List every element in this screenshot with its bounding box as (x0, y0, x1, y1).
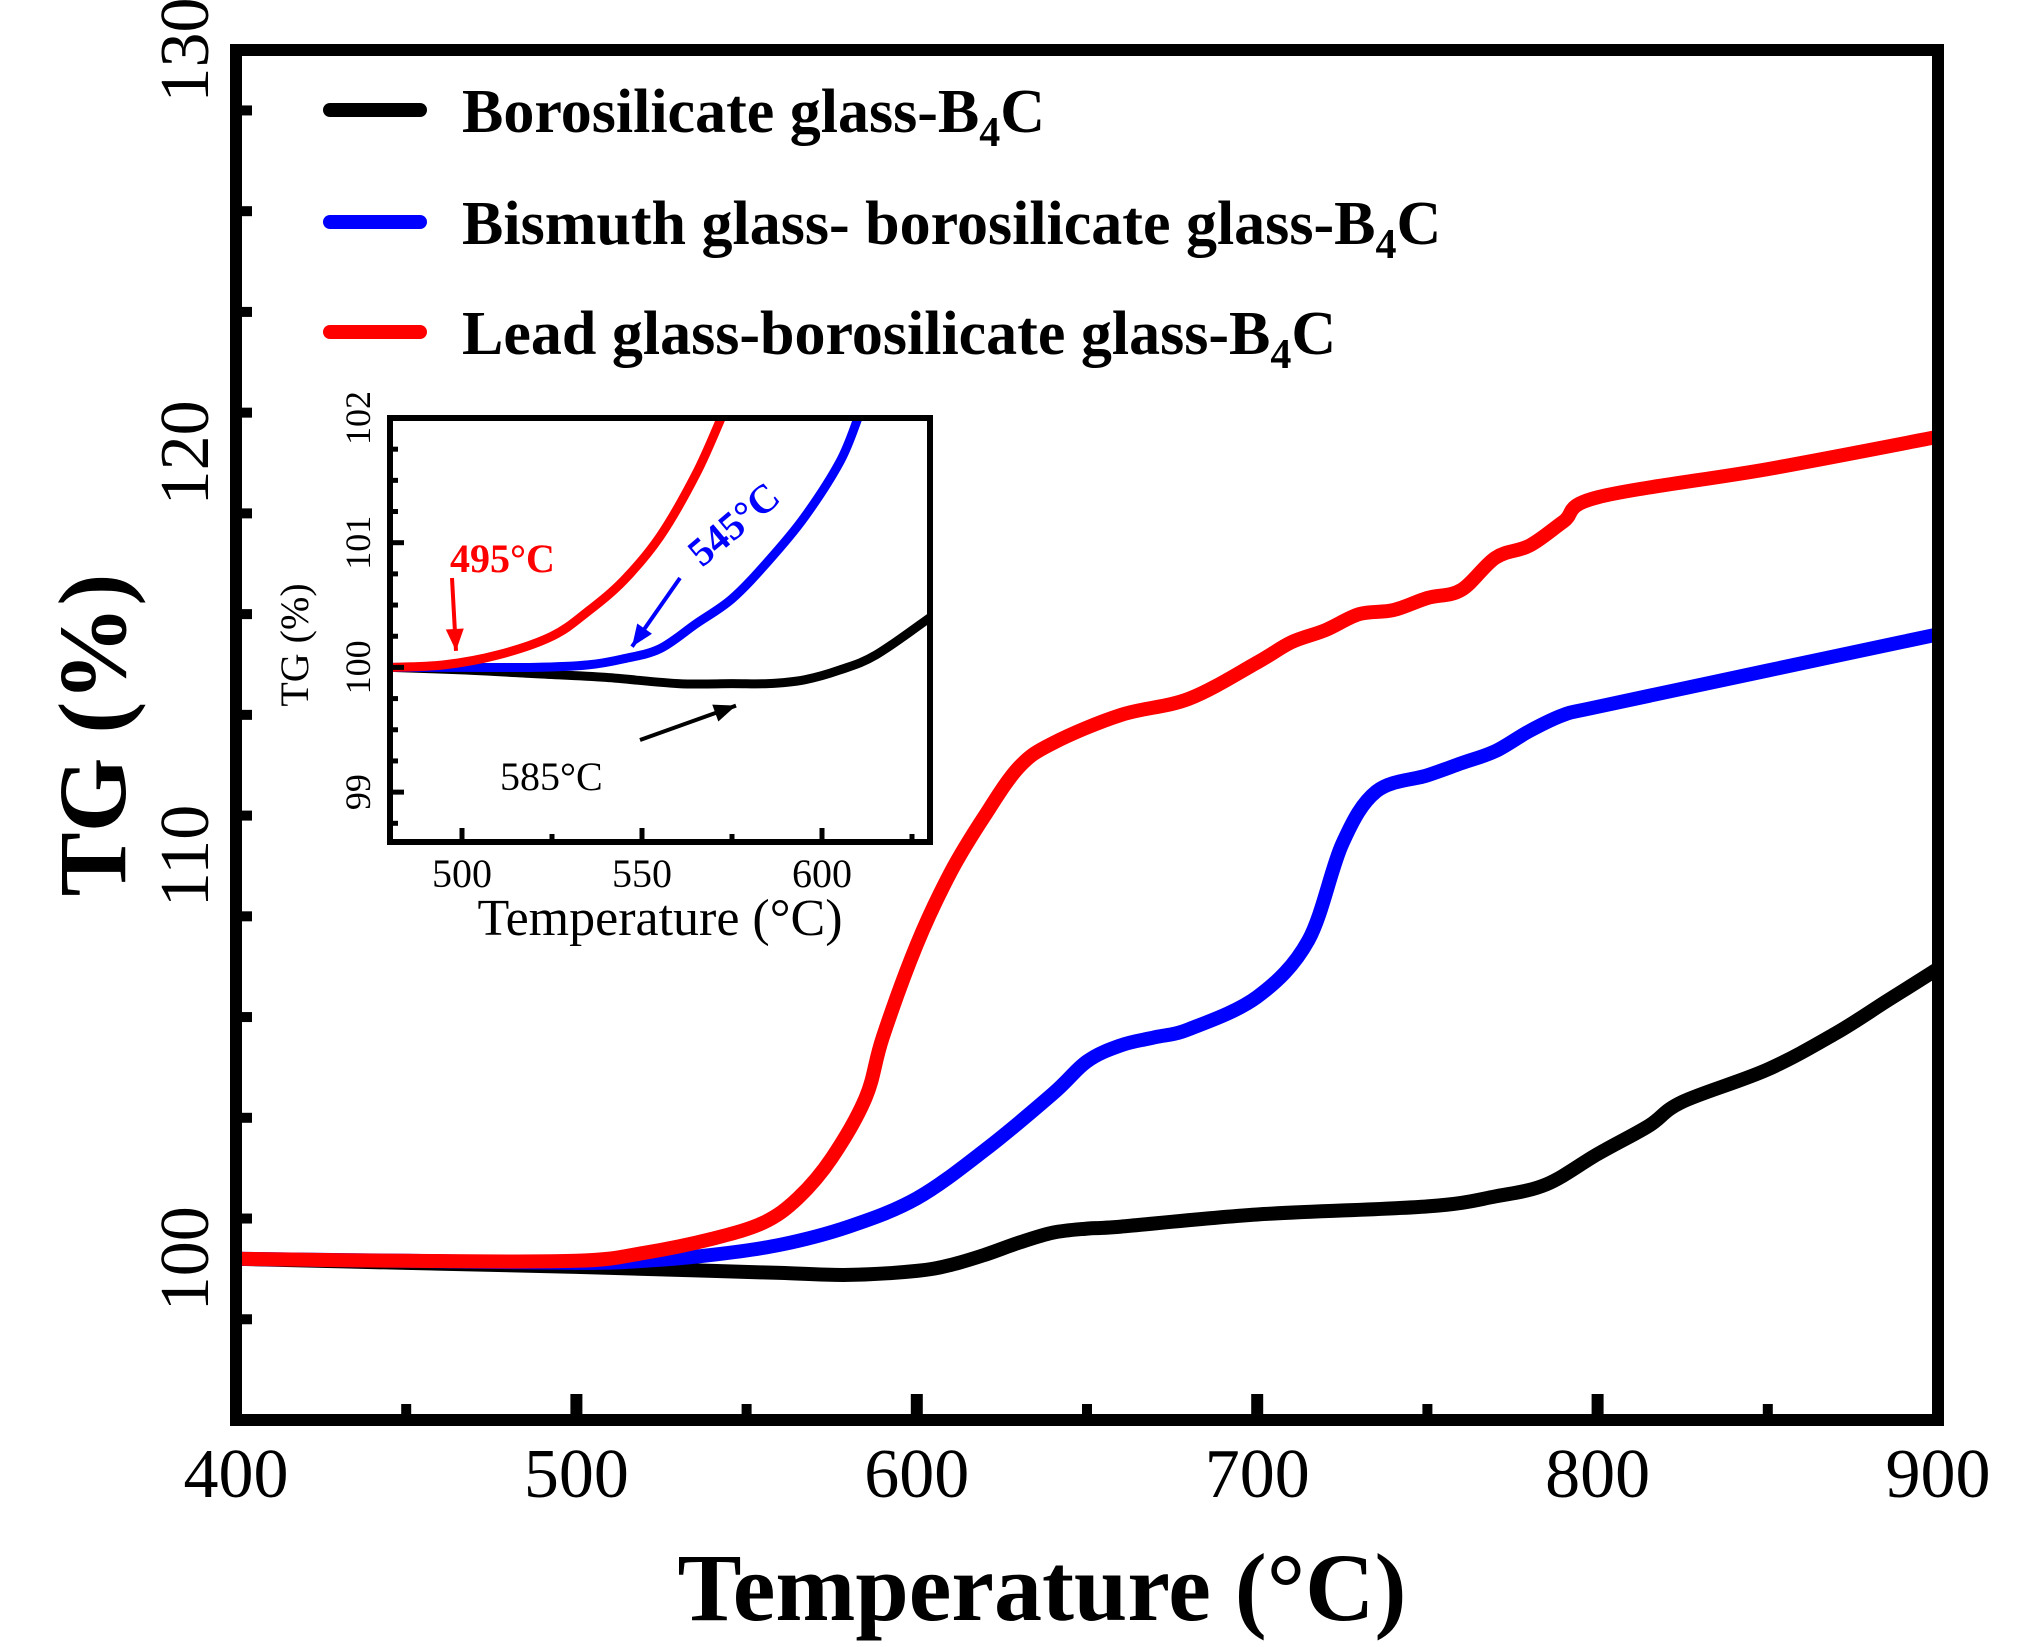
inset-frame (387, 415, 933, 845)
inset-x-axis-title: Temperature (°C) (477, 890, 842, 947)
x-tick-label: 400 (184, 1436, 289, 1513)
x-ticks: 400 500 600 700 800 900 (184, 1394, 1991, 1513)
legend-label-bismuth: Bismuth glass- borosilicate glass-B4C (462, 190, 1441, 268)
annotation-585: 585°C (500, 754, 603, 799)
inset-series-line-0 (390, 613, 930, 689)
arrow-585 (639, 703, 737, 742)
series-line-0 (236, 961, 1938, 1282)
inset-x-tick-label: 550 (612, 851, 672, 896)
y-tick-label: 110 (147, 805, 224, 907)
series-line-1 (236, 627, 1938, 1270)
inset-y-tick-label: 100 (338, 640, 378, 694)
inset-y-tick-label: 101 (338, 516, 378, 570)
inset-y-tick-label: 99 (338, 774, 378, 810)
arrow-545 (630, 576, 682, 648)
legend: Borosilicate glass-B4C Bismuth glass- bo… (323, 78, 1441, 378)
inset-y-tick-label: 102 (338, 391, 378, 445)
main-series-group (236, 429, 1938, 1282)
inset-x-tick-label: 500 (432, 851, 492, 896)
y-axis-title: TG (%) (39, 574, 146, 897)
legend-label-borosilicate: Borosilicate glass-B4C (462, 78, 1045, 156)
y-tick-label: 100 (147, 1206, 224, 1311)
legend-label-lead: Lead glass-borosilicate glass-B4C (462, 300, 1336, 378)
x-axis-title: Temperature (°C) (678, 1534, 1407, 1641)
y-ticks: 100 110 120 130 (147, 0, 252, 1325)
inset-series-group (390, 418, 930, 689)
x-tick-label: 700 (1205, 1436, 1310, 1513)
y-tick-label: 130 (147, 0, 224, 103)
x-tick-label: 800 (1545, 1436, 1650, 1513)
inset-series-line-1 (390, 418, 863, 673)
inset-x-ticks: 500 550 600 (432, 828, 915, 896)
inset-series-line-2 (390, 418, 726, 672)
inset-chart: 500 550 600 99 100 101 102 Temperature (°C) T… (272, 391, 933, 947)
series-line-2 (236, 429, 1938, 1269)
inset-y-ticks: 99 100 101 102 (338, 391, 404, 826)
annotation-495: 495°C (450, 536, 555, 581)
x-tick-label: 500 (524, 1436, 629, 1513)
y-tick-label: 120 (147, 400, 224, 505)
inset-y-axis-title: TG (%) (272, 583, 317, 706)
inset-background (390, 418, 930, 842)
x-tick-label: 900 (1886, 1436, 1991, 1513)
x-tick-label: 600 (864, 1436, 969, 1513)
inset-x-tick-label: 600 (792, 851, 852, 896)
arrow-495 (445, 577, 464, 652)
